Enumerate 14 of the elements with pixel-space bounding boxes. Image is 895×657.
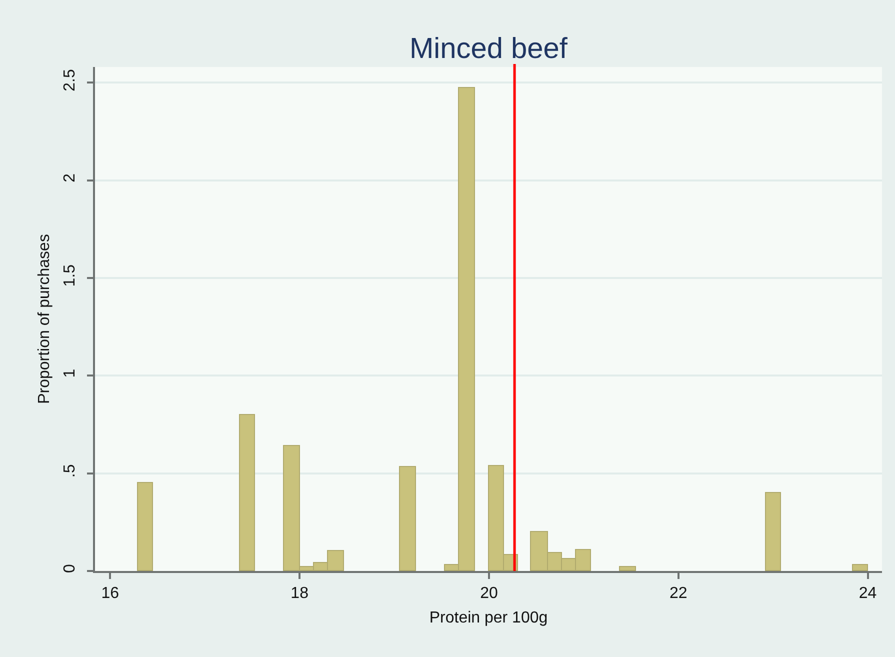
y-tick-label: 2.5	[62, 69, 79, 92]
y-tick-label: 1	[62, 368, 79, 378]
y-tick-label: .5	[62, 464, 79, 478]
x-tick-label: 18	[290, 585, 309, 602]
y-tick-label: 0	[62, 564, 79, 574]
x-tick-label: 16	[101, 585, 120, 602]
chart-title: Minced beef	[410, 33, 568, 66]
x-tick-label: 24	[858, 585, 877, 602]
x-tick-label: 22	[669, 585, 688, 602]
x-tick-label: 20	[480, 585, 498, 602]
y-axis-title: Proportion of purchases	[36, 234, 53, 404]
y-tick-label: 1.5	[62, 264, 79, 287]
x-axis-title: Protein per 100g	[429, 609, 548, 626]
y-tick-label: 2	[62, 173, 79, 182]
